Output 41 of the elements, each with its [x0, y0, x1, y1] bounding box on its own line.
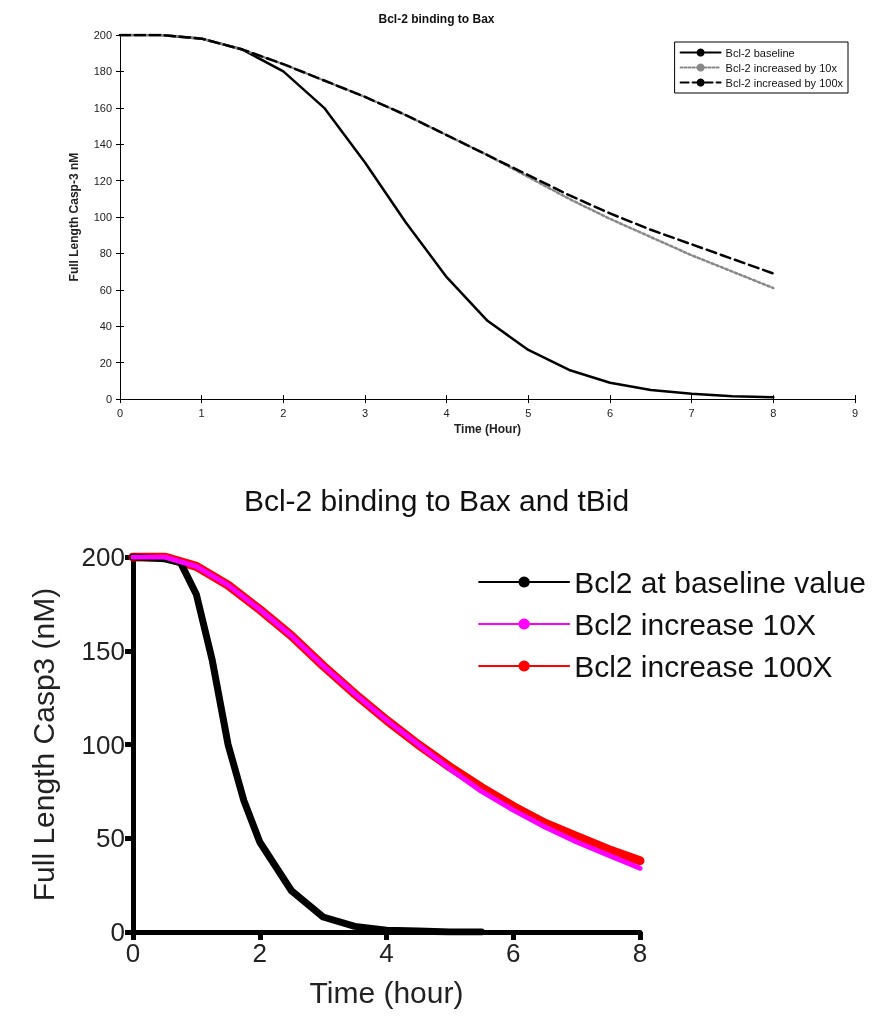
y-tick-label: 150	[81, 635, 125, 666]
y-tick-label: 60	[99, 283, 112, 296]
x-tick-label: 9	[851, 406, 859, 419]
chart-title: Bcl-2 binding to Bax and tBid	[243, 483, 630, 517]
x-tick-label: 3	[361, 406, 369, 419]
x-tick-label: 6	[606, 406, 614, 419]
y-tick-label: 200	[81, 542, 125, 572]
y-tick-label: 0	[110, 917, 125, 947]
y-tick-label: 100	[81, 729, 125, 760]
y-tick-label: 100	[93, 211, 112, 224]
legend-label: Bcl2 increase 10X	[574, 607, 816, 641]
x-tick-label: 6	[506, 938, 521, 968]
x-tick-label: 7	[688, 406, 695, 419]
x-tick-label: 5	[525, 406, 532, 419]
legend-label: Bcl-2 baseline	[725, 46, 795, 59]
legend-label: Bcl-2 increased by 100x	[725, 76, 844, 89]
x-axis-title: Time (hour)	[309, 975, 464, 1009]
chart-title: Bcl-2 binding to Bax	[378, 12, 495, 26]
y-tick-label: 200	[93, 29, 112, 41]
y-tick-label: 160	[93, 101, 112, 114]
x-axis-title: Time (Hour)	[453, 422, 522, 436]
y-tick-label: 50	[96, 823, 125, 854]
y-axis-title: Full Length Casp3 (nM)	[26, 587, 60, 902]
legend-label: Bcl-2 increased by 10x	[725, 61, 838, 74]
legend-label: Bcl2 increase 100X	[574, 649, 833, 683]
y-tick-label: 180	[93, 65, 112, 78]
x-tick-label: 8	[632, 938, 648, 968]
x-tick-label: 1	[198, 406, 205, 419]
y-tick-label: 120	[93, 174, 112, 187]
y-tick-label: 80	[99, 247, 112, 260]
x-tick-label: 2	[252, 938, 267, 968]
y-axis-title: Full Length Casp-3 nM	[67, 152, 81, 282]
x-tick-label: 4	[443, 406, 450, 419]
x-tick-label: 8	[770, 406, 777, 419]
legend-label: Bcl2 at baseline value	[574, 565, 866, 599]
y-tick-label: 0	[105, 393, 112, 406]
y-tick-label: 40	[99, 320, 112, 333]
y-tick-label: 20	[99, 356, 112, 369]
x-tick-label: 2	[280, 406, 287, 419]
x-tick-label: 4	[379, 938, 394, 968]
y-tick-label: 140	[93, 138, 112, 151]
